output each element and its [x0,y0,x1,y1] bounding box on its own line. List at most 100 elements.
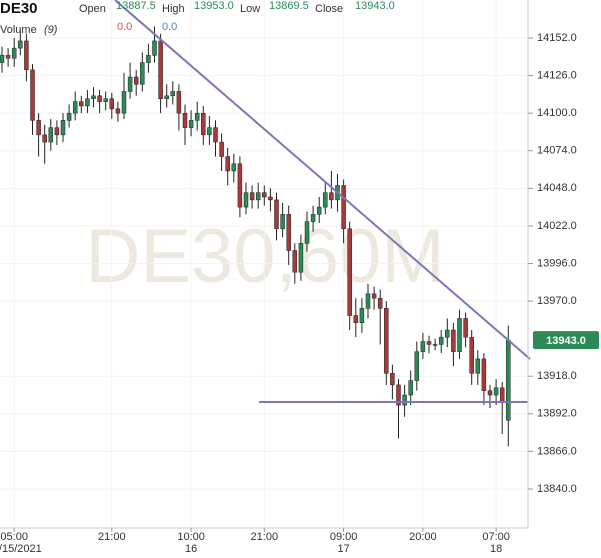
candle-body [323,192,328,208]
candle-body [11,47,17,59]
candle-body [115,108,121,114]
candle-body [127,76,133,92]
candle-body [408,380,413,396]
candle-body [182,112,188,128]
candle-body [390,373,395,386]
candle-body [298,243,304,273]
candle-body [121,91,127,114]
candle-body [109,98,115,110]
x-date-label: 02/15/2021 [0,543,42,555]
candle-body [24,40,29,71]
candle-body [457,318,462,352]
candle-body [280,214,285,230]
candle-body [304,221,310,244]
candle-body [426,341,432,345]
candle-body [66,112,72,121]
candle-body [79,101,84,107]
candle-body [97,95,102,102]
candle-body [152,40,157,56]
candle-body [371,293,377,299]
candle-body [420,341,426,352]
y-tick-label: 13918.0 [537,370,577,382]
candle-body [91,95,96,99]
header-label: Open [79,3,106,15]
x-tick-label: 20:00 [409,531,437,543]
header-label: Low [240,3,260,15]
candle-body [5,55,11,59]
header-value: 13943.0 [355,0,395,12]
candle-body [329,192,334,201]
candle-body [445,329,450,338]
x-date-label: 17 [337,543,349,555]
candle-body [268,196,273,201]
watermark: DE30,60M [85,214,444,299]
x-tick-label: 05:00 [0,531,28,543]
candle-body [274,199,279,230]
y-tick-label: 14100.0 [537,107,577,119]
candle-body [249,192,255,201]
header-value: 13887.5 [116,0,156,12]
candle-body [353,315,359,324]
candle-body [42,134,47,143]
header-label: Close [315,3,343,15]
y-tick-label: 14074.0 [537,145,577,157]
candle-body [188,120,194,128]
volume-value: 0.0 [117,21,132,33]
candle-body [176,91,182,114]
candle-body [438,336,444,345]
candle-body [36,120,41,136]
y-tick-label: 14126.0 [537,70,577,82]
candle-body [48,127,54,143]
candle-body [255,192,261,201]
candle-body [213,127,218,143]
x-date-label: 16 [185,543,197,555]
candle-body [133,76,139,85]
volume-label: Volume [0,24,37,36]
candle-body [60,120,66,136]
candle-body [286,214,291,251]
candle-body [506,339,511,421]
candle-body [341,185,346,230]
candle-body [487,390,493,396]
candle-body [499,387,505,403]
candle-body [225,156,230,172]
x-tick-label: 07:00 [482,531,510,543]
candle-body [359,308,365,324]
y-tick-label: 13840.0 [537,483,577,495]
x-tick-label: 10:00 [177,531,205,543]
candle-body [262,192,267,198]
candle-body [18,40,23,49]
candle-body [237,163,243,208]
header-value: 13869.5 [269,0,309,12]
x-date-label: 18 [490,543,502,555]
price-tag-label: 13943.0 [546,335,586,347]
candle-body [72,101,78,114]
candle-body [201,112,206,136]
y-tick-label: 13970.0 [537,295,577,307]
candles [0,26,511,447]
trend-line [114,0,531,360]
candle-body [103,98,108,102]
x-tick-label: 09:00 [330,531,358,543]
candle-body [158,40,163,99]
symbol: DE30 [0,0,38,17]
price-tag [533,331,599,350]
candle-body [231,163,237,172]
candle-body [493,387,499,396]
candle-body [54,127,60,136]
candle-body [146,55,151,63]
y-tick-label: 14048.0 [537,182,577,194]
candle-body [475,358,481,374]
candle-body [469,336,474,374]
candle-body [243,192,249,208]
candle-body [347,228,352,316]
candle-body [292,250,298,273]
header-label: High [162,3,185,15]
candle-body [164,95,169,99]
axes: 13840.0 13866.0 13892.0 13918.0 13970.0 13996… [0,32,599,555]
candle-body [310,214,316,222]
x-tick-label: 21:00 [98,531,126,543]
candle-body [414,351,420,381]
candle-body [396,384,401,406]
candle-body [219,141,224,157]
